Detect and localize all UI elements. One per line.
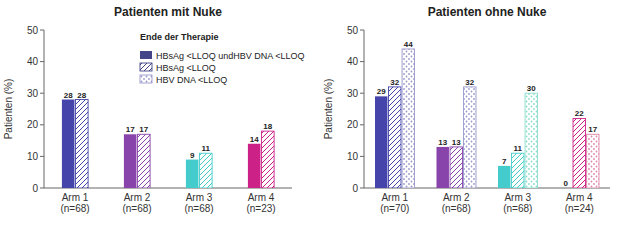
bar [186, 160, 199, 188]
x-tick-label: Arm 1(n=68) [60, 192, 89, 214]
panel: Patienten mit Nuke Patienten (%) 0 10 20 30 40… [3, 5, 305, 214]
y-tick-label: 30 [27, 88, 39, 99]
y-axis-line [44, 30, 45, 188]
y-tick [360, 188, 364, 189]
annotation: Ende der Therapie [140, 32, 219, 42]
y-tick-label: 50 [27, 25, 39, 36]
data-label: 30 [527, 84, 536, 93]
legend-swatch [140, 75, 152, 83]
panel: Patienten ohne Nuke Patienten (%) 0 10 20 30 4… [323, 5, 610, 214]
data-label: 13 [438, 138, 447, 147]
legend-swatch [140, 51, 152, 59]
y-tick [40, 30, 44, 31]
y-axis-label: Patienten (%) [323, 79, 334, 140]
data-label: 11 [202, 144, 211, 153]
data-label: 17 [588, 125, 597, 134]
bar [525, 93, 537, 188]
y-tick-label: 30 [347, 88, 359, 99]
bar [512, 153, 524, 188]
data-label: 0 [563, 179, 568, 188]
data-label: 32 [390, 78, 399, 87]
y-tick-label: 10 [27, 151, 39, 162]
bar [402, 49, 414, 188]
x-tick-label: Arm 3(n=68) [184, 192, 213, 214]
data-label: 28 [77, 91, 86, 100]
y-tick-label: 50 [347, 25, 359, 36]
y-tick [360, 156, 364, 157]
y-tick [360, 93, 364, 94]
data-label: 18 [263, 122, 272, 131]
data-label: 17 [139, 125, 148, 134]
y-tick [40, 124, 44, 125]
data-label: 29 [377, 87, 386, 96]
data-label: 13 [452, 138, 461, 147]
bar [76, 100, 89, 188]
x-tick-label: Arm 2(n=68) [442, 192, 471, 214]
data-label: 44 [404, 40, 413, 49]
x-tick-label: Arm 1(n=70) [380, 192, 409, 214]
bar [464, 87, 476, 188]
x-tick-label: Arm 4(n=23) [246, 192, 275, 214]
y-tick [40, 156, 44, 157]
bars [62, 100, 274, 188]
legend-label: HBsAg <LLOQ [156, 63, 216, 73]
bar [436, 147, 448, 188]
y-tick-label: 20 [27, 119, 39, 130]
chart-canvas: Patienten mit Nuke Patienten (%) 0 10 20 30 40… [0, 0, 620, 233]
bar [124, 134, 137, 188]
y-tick [40, 93, 44, 94]
chart-title: Patienten mit Nuke [114, 5, 222, 19]
data-label: 17 [126, 125, 135, 134]
data-label: 9 [190, 151, 195, 160]
data-label: 22 [575, 109, 584, 118]
x-tick-label: Arm 3(n=68) [503, 192, 532, 214]
y-axis-line [364, 30, 365, 188]
y-tick-label: 0 [352, 183, 358, 194]
bar [138, 134, 151, 188]
bar [262, 131, 275, 188]
y-tick [360, 124, 364, 125]
data-label: 7 [502, 157, 507, 166]
y-tick-label: 20 [347, 119, 359, 130]
bar [450, 147, 462, 188]
bar [389, 87, 401, 188]
bars [375, 49, 599, 188]
bar [375, 96, 387, 188]
bar [498, 166, 510, 188]
y-tick-label: 40 [347, 56, 359, 67]
legend-swatch [140, 63, 152, 71]
y-tick-label: 10 [347, 151, 359, 162]
legend-label: HBV DNA <LLOQ [156, 75, 227, 85]
y-tick [360, 61, 364, 62]
y-axis-label: Patienten (%) [3, 79, 14, 140]
y-tick-label: 0 [32, 183, 38, 194]
x-tick-label: Arm 4(n=24) [565, 192, 594, 214]
chart-title: Patienten ohne Nuke [428, 5, 547, 19]
data-label: 11 [514, 144, 523, 153]
y-tick [360, 30, 364, 31]
legend: HBsAg <LLOQ undHBV DNA <LLOQ HBsAg <LLOQ H… [140, 51, 305, 85]
data-label: 28 [64, 91, 73, 100]
data-labels: 29 32 44 13 13 32 7 11 30 0 22 17 [377, 40, 598, 188]
data-label: 14 [250, 135, 259, 144]
bar [573, 118, 585, 188]
y-tick [40, 188, 44, 189]
x-tick-label: Arm 2(n=68) [122, 192, 151, 214]
legend-label: HBsAg <LLOQ undHBV DNA <LLOQ [156, 51, 305, 61]
bar [200, 153, 213, 188]
data-label: 32 [465, 78, 474, 87]
data-labels: 28 28 17 17 9 11 14 18 [64, 91, 273, 160]
bar [62, 100, 75, 188]
bar [587, 134, 599, 188]
y-tick [40, 61, 44, 62]
bar [248, 144, 261, 188]
y-tick-label: 40 [27, 56, 39, 67]
